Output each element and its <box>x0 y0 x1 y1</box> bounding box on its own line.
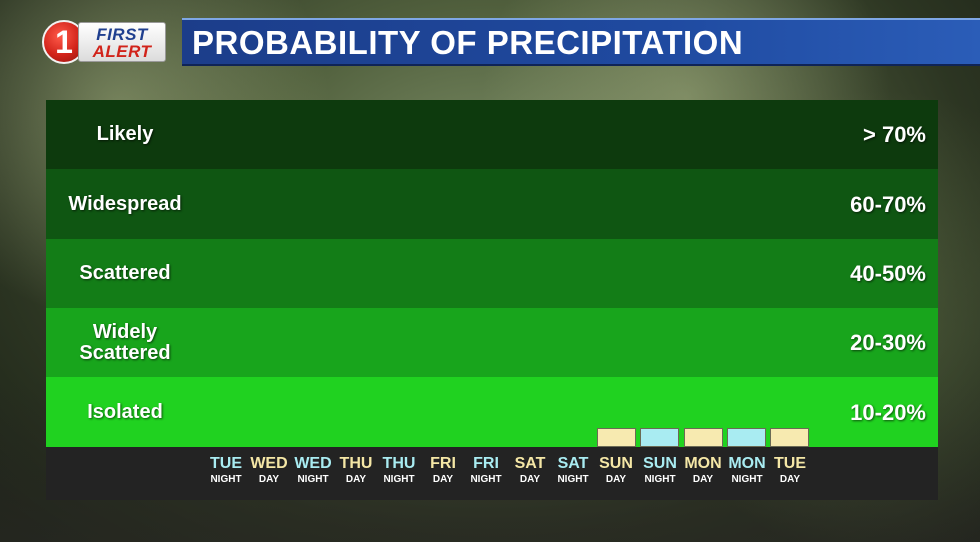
tick-day-label: WED <box>294 455 332 472</box>
band-likely: Likely > 70% <box>46 100 938 169</box>
tick-part-label: NIGHT <box>731 474 763 485</box>
tick-part-label: DAY <box>345 474 367 485</box>
band-label: Likely <box>96 123 154 145</box>
tick-wed-night: WED NIGHT <box>291 455 335 486</box>
tick-day-label: SAT <box>514 455 546 472</box>
tick-mon-day: MON DAY <box>681 455 725 486</box>
band-range: > 70% <box>863 122 926 147</box>
tick-part-label: DAY <box>605 474 627 485</box>
tick-day-label: MON <box>684 455 722 472</box>
tick-day-label: WED <box>250 455 288 472</box>
band-range: 40-50% <box>850 261 926 286</box>
tick-tue-day: TUE DAY <box>768 455 812 486</box>
band-label: Scattered <box>79 262 171 284</box>
band-scattered: Scattered 40-50% <box>46 239 938 308</box>
tick-part-label: DAY <box>692 474 714 485</box>
tick-part-label: DAY <box>258 474 280 485</box>
tick-fri-night: FRI NIGHT <box>464 455 508 486</box>
bar-sun-day <box>597 428 636 447</box>
tick-wed-day: WED DAY <box>247 455 291 486</box>
band-range: 20-30% <box>850 330 926 355</box>
band-widespread: Widespread 60-70% <box>46 169 938 239</box>
tick-day-label: TUE <box>210 455 242 472</box>
tick-day-label: SAT <box>557 455 589 472</box>
page-title: PROBABILITY OF PRECIPITATION <box>192 24 744 61</box>
tick-part-label: DAY <box>779 474 801 485</box>
tick-thu-day: THU DAY <box>334 455 378 486</box>
band-label: Isolated <box>87 401 163 423</box>
tick-part-label: DAY <box>519 474 541 485</box>
tick-part-label: NIGHT <box>470 474 502 485</box>
title-bar: PROBABILITY OF PRECIPITATION <box>182 18 980 66</box>
band-range: 60-70% <box>850 192 926 217</box>
band-label: Widely Scattered <box>79 321 171 364</box>
band-range: 10-20% <box>850 400 926 425</box>
tick-sat-day: SAT DAY <box>508 455 552 486</box>
tick-sun-night: SUN NIGHT <box>638 455 682 486</box>
first-alert-logo: 1 FIRST ALERT <box>42 18 168 66</box>
tick-part-label: NIGHT <box>557 474 589 485</box>
tick-mon-night: MON NIGHT <box>725 455 769 486</box>
tick-day-label: THU <box>382 455 416 472</box>
bar-sun-night <box>640 428 679 447</box>
logo-first-text: FIRST <box>96 25 148 44</box>
tick-day-label: SUN <box>643 455 677 472</box>
tick-day-label: FRI <box>473 455 499 472</box>
band-widely-scattered: Widely Scattered 20-30% <box>46 308 938 377</box>
tick-day-label: THU <box>339 455 373 472</box>
tick-day-label: FRI <box>430 455 456 472</box>
bar-mon-day <box>684 428 723 447</box>
tick-day-label: MON <box>728 455 766 472</box>
tick-day-label: TUE <box>774 455 806 472</box>
tick-sun-day: SUN DAY <box>594 455 638 486</box>
tick-part-label: NIGHT <box>383 474 415 485</box>
tick-day-label: SUN <box>599 455 633 472</box>
band-label: Widespread <box>68 193 182 215</box>
tick-part-label: NIGHT <box>644 474 676 485</box>
precipitation-chart: Likely > 70% Widespread 60-70% Scattered 40-5… <box>46 100 938 500</box>
tick-fri-day: FRI DAY <box>421 455 465 486</box>
bar-tue-day <box>770 428 809 447</box>
tick-thu-night: THU NIGHT <box>377 455 421 486</box>
time-axis <box>46 447 938 500</box>
tick-tue-night: TUE NIGHT <box>204 455 248 486</box>
logo-alert-text: ALERT <box>92 42 152 61</box>
tick-sat-night: SAT NIGHT <box>551 455 595 486</box>
tick-part-label: DAY <box>432 474 454 485</box>
bar-mon-night <box>727 428 766 447</box>
tick-part-label: NIGHT <box>297 474 329 485</box>
tick-part-label: NIGHT <box>210 474 242 485</box>
logo-wordmark: FIRST ALERT <box>78 22 166 62</box>
